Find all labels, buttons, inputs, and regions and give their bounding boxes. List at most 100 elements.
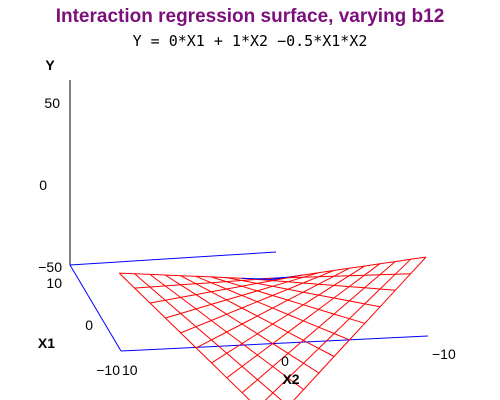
surface-gridline-x1 (318, 347, 335, 357)
surface-gridline-x2 (287, 339, 304, 354)
surface-gridline-x1 (195, 294, 212, 305)
surface-gridline-x2 (241, 333, 258, 344)
surface-gridline-x2 (348, 287, 365, 302)
surface-gridline-x2 (303, 348, 320, 364)
surface-gridline-x1 (318, 294, 334, 299)
surface-gridline-x2 (287, 274, 304, 279)
surface-gridline-x1 (318, 275, 334, 278)
surface-gridline-x2 (119, 272, 135, 275)
surface-gridline-x1 (257, 290, 273, 296)
surface-gridline-x1 (349, 318, 365, 324)
surface-gridline-x2 (257, 295, 273, 303)
surface-gridline-x2 (226, 280, 242, 283)
surface-gridline-x2 (195, 291, 212, 296)
surface-gridline-x2 (394, 258, 411, 275)
surface-gridline-x1 (257, 333, 273, 345)
surface-gridline-x2 (195, 339, 212, 349)
surface-gridline-x1 (303, 282, 319, 285)
surface-gridline-x2 (318, 297, 335, 310)
surface-gridline-x1 (395, 258, 411, 263)
surface-gridline-x1 (379, 288, 396, 291)
surface-gridline-x1 (287, 352, 304, 364)
surface-gridline-x1 (195, 308, 212, 321)
axes (69, 80, 429, 352)
surface-gridline-x2 (303, 326, 320, 341)
surface-gridline-x1 (257, 379, 274, 394)
surface-gridline-x2 (303, 294, 319, 306)
surface-gridline-x1 (134, 273, 151, 288)
surface-gridline-x2 (333, 300, 350, 315)
surface-gridline-x1 (303, 276, 319, 278)
surface-gridline-x2 (364, 306, 381, 324)
surface-gridline-x2 (287, 304, 304, 315)
surface-gridline-x2 (241, 282, 258, 287)
surface-gridline-x1 (287, 299, 304, 306)
surface-gridline-x1 (211, 303, 227, 315)
surface-gridline-x1 (164, 274, 181, 286)
surface-gridline-x1 (364, 303, 381, 308)
surface-gridline-x2 (272, 331, 289, 345)
surface-gridline-x2 (287, 362, 304, 379)
surface-gridline-x2 (241, 315, 258, 325)
surface-gridline-x2 (211, 299, 227, 305)
surface-gridline-x2 (134, 273, 150, 275)
surface-gridline-x1 (195, 347, 212, 364)
surface-gridline-x1 (180, 275, 197, 285)
surface-gridline-x1 (333, 313, 350, 320)
surface-gridline-x1 (241, 366, 258, 381)
surface-gridline-x2 (364, 274, 381, 289)
surface-gridline-x2 (333, 267, 350, 277)
surface-gridline-x1 (241, 343, 258, 356)
surface-gridline-x2 (241, 301, 258, 309)
surface-gridline-x2 (257, 343, 273, 356)
surface-gridline-x1 (211, 362, 228, 379)
surface-gridline-x2 (241, 278, 258, 281)
surface-gridline-x1 (149, 286, 166, 301)
surface-gridline-x1 (195, 283, 212, 293)
surface-gridline-x2 (241, 379, 258, 394)
surface-gridline-x2 (256, 278, 273, 280)
surface-gridline-x2 (195, 303, 212, 310)
x2-axis-title: X2 (282, 371, 299, 387)
surface-gridline-x1 (195, 275, 212, 284)
surface-gridline-x2 (226, 294, 243, 301)
surface-gridline-x1 (210, 276, 227, 283)
surface-gridline-x1 (349, 300, 365, 305)
surface-gridline-x2 (195, 320, 212, 328)
surface-gridline-x2 (211, 352, 228, 364)
surface-gridline-x2 (180, 326, 197, 334)
surface-gridline-x1 (287, 288, 304, 293)
surface-gridline-x1 (272, 343, 289, 354)
surface-gridline-x1 (226, 313, 243, 325)
surface-gridline-x1 (287, 377, 304, 391)
surface-gridline-x2 (257, 307, 273, 317)
surface-gridline-x1 (257, 301, 273, 309)
surface-gridline-x1 (395, 273, 411, 275)
x1-axis-line (69, 264, 122, 352)
surface-gridline-x2 (272, 288, 288, 296)
surface-gridline-x1 (180, 296, 197, 310)
surface-gridline-x1 (287, 281, 304, 284)
surface-gridline-x1 (226, 299, 243, 309)
y-tick-label: −50 (38, 259, 62, 275)
surface-gridline-x2 (257, 323, 273, 335)
surface-gridline-x2 (195, 282, 212, 285)
surface-gridline-x2 (165, 313, 181, 319)
surface-gridline-x2 (180, 308, 197, 314)
surface-gridline-x2 (180, 283, 196, 286)
x2-tick-label: 0 (281, 353, 289, 369)
surface-gridline-x1 (226, 377, 243, 394)
surface-gridline-x2 (364, 263, 381, 276)
surface-gridline-x1 (180, 332, 197, 349)
surface-gridline-x1 (195, 326, 212, 341)
surface-gridline-x2 (226, 343, 243, 354)
surface-gridline-x1 (303, 339, 320, 349)
surface-gridline-x1 (333, 297, 350, 302)
surface-gridline-x2 (226, 323, 243, 333)
surface-gridline-x1 (379, 261, 396, 265)
surface-gridline-x1 (226, 281, 242, 287)
surface-gridline-x2 (303, 308, 319, 322)
surface-gridline-x2 (165, 296, 181, 301)
surface-gridline-x2 (318, 270, 334, 278)
